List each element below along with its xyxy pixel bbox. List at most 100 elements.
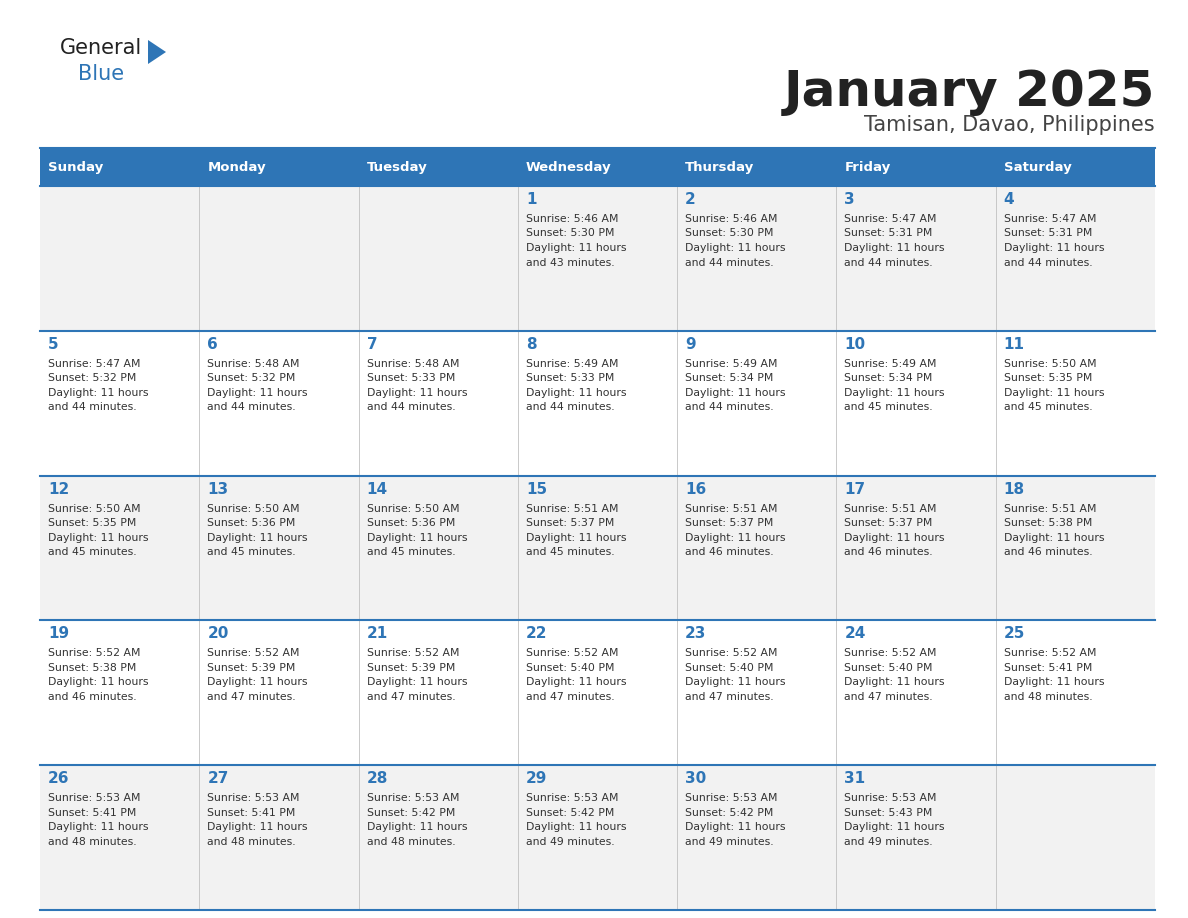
Bar — [996, 148, 1155, 186]
Text: Daylight: 11 hours: Daylight: 11 hours — [1004, 243, 1104, 253]
Text: Daylight: 11 hours: Daylight: 11 hours — [526, 243, 626, 253]
Text: Sunrise: 5:48 AM: Sunrise: 5:48 AM — [367, 359, 459, 369]
Text: Thursday: Thursday — [685, 161, 754, 174]
Text: Sunset: 5:41 PM: Sunset: 5:41 PM — [48, 808, 137, 818]
Text: 28: 28 — [367, 771, 388, 786]
Text: Sunset: 5:40 PM: Sunset: 5:40 PM — [526, 663, 614, 673]
Bar — [40, 621, 1155, 766]
Text: 24: 24 — [845, 626, 866, 642]
Text: and 47 minutes.: and 47 minutes. — [685, 692, 773, 702]
Text: and 44 minutes.: and 44 minutes. — [1004, 258, 1092, 267]
Text: 10: 10 — [845, 337, 866, 352]
Text: 22: 22 — [526, 626, 548, 642]
Text: Wednesday: Wednesday — [526, 161, 612, 174]
Text: Tamisan, Davao, Philippines: Tamisan, Davao, Philippines — [865, 115, 1155, 135]
Text: and 46 minutes.: and 46 minutes. — [48, 692, 137, 702]
Text: General: General — [61, 38, 143, 58]
Text: Sunrise: 5:53 AM: Sunrise: 5:53 AM — [526, 793, 619, 803]
Text: Sunset: 5:37 PM: Sunset: 5:37 PM — [845, 518, 933, 528]
Text: Sunrise: 5:49 AM: Sunrise: 5:49 AM — [845, 359, 937, 369]
Text: and 47 minutes.: and 47 minutes. — [845, 692, 933, 702]
Text: and 47 minutes.: and 47 minutes. — [526, 692, 614, 702]
Text: Daylight: 11 hours: Daylight: 11 hours — [48, 677, 148, 688]
Text: 18: 18 — [1004, 482, 1025, 497]
Text: Sunrise: 5:47 AM: Sunrise: 5:47 AM — [845, 214, 937, 224]
Text: and 48 minutes.: and 48 minutes. — [367, 836, 455, 846]
Text: 15: 15 — [526, 482, 546, 497]
Text: Sunset: 5:42 PM: Sunset: 5:42 PM — [526, 808, 614, 818]
Bar — [40, 766, 1155, 910]
Polygon shape — [148, 40, 166, 64]
Text: Sunrise: 5:51 AM: Sunrise: 5:51 AM — [1004, 504, 1097, 513]
Text: Sunset: 5:39 PM: Sunset: 5:39 PM — [207, 663, 296, 673]
Text: 31: 31 — [845, 771, 866, 786]
Text: 1: 1 — [526, 192, 536, 207]
Text: Sunrise: 5:52 AM: Sunrise: 5:52 AM — [526, 648, 619, 658]
Text: and 45 minutes.: and 45 minutes. — [845, 402, 933, 412]
Text: and 43 minutes.: and 43 minutes. — [526, 258, 614, 267]
Text: 13: 13 — [207, 482, 228, 497]
Text: 12: 12 — [48, 482, 69, 497]
Text: Sunrise: 5:53 AM: Sunrise: 5:53 AM — [367, 793, 459, 803]
Text: Sunrise: 5:53 AM: Sunrise: 5:53 AM — [685, 793, 778, 803]
Text: Sunday: Sunday — [48, 161, 103, 174]
Bar — [677, 148, 836, 186]
Text: Sunset: 5:37 PM: Sunset: 5:37 PM — [526, 518, 614, 528]
Text: 8: 8 — [526, 337, 537, 352]
Text: Sunrise: 5:52 AM: Sunrise: 5:52 AM — [207, 648, 299, 658]
Text: and 46 minutes.: and 46 minutes. — [845, 547, 933, 557]
Bar — [836, 148, 996, 186]
Text: 27: 27 — [207, 771, 228, 786]
Text: and 47 minutes.: and 47 minutes. — [367, 692, 455, 702]
Text: Sunset: 5:40 PM: Sunset: 5:40 PM — [845, 663, 933, 673]
Text: Daylight: 11 hours: Daylight: 11 hours — [367, 823, 467, 833]
Text: Sunset: 5:35 PM: Sunset: 5:35 PM — [1004, 374, 1092, 384]
Text: Sunrise: 5:52 AM: Sunrise: 5:52 AM — [367, 648, 459, 658]
Text: Sunrise: 5:50 AM: Sunrise: 5:50 AM — [367, 504, 460, 513]
Text: 29: 29 — [526, 771, 548, 786]
Text: Sunrise: 5:52 AM: Sunrise: 5:52 AM — [685, 648, 778, 658]
Text: Sunrise: 5:47 AM: Sunrise: 5:47 AM — [1004, 214, 1097, 224]
Text: Sunrise: 5:53 AM: Sunrise: 5:53 AM — [207, 793, 299, 803]
Text: and 45 minutes.: and 45 minutes. — [526, 547, 614, 557]
Text: 20: 20 — [207, 626, 228, 642]
Text: 3: 3 — [845, 192, 855, 207]
Text: Sunrise: 5:46 AM: Sunrise: 5:46 AM — [526, 214, 619, 224]
Text: Daylight: 11 hours: Daylight: 11 hours — [685, 532, 785, 543]
Text: Tuesday: Tuesday — [367, 161, 428, 174]
Text: and 49 minutes.: and 49 minutes. — [526, 836, 614, 846]
Text: Sunrise: 5:51 AM: Sunrise: 5:51 AM — [526, 504, 619, 513]
Text: Sunset: 5:36 PM: Sunset: 5:36 PM — [207, 518, 296, 528]
Text: Daylight: 11 hours: Daylight: 11 hours — [685, 387, 785, 397]
Bar — [359, 148, 518, 186]
Text: Sunrise: 5:52 AM: Sunrise: 5:52 AM — [48, 648, 140, 658]
Text: and 44 minutes.: and 44 minutes. — [207, 402, 296, 412]
Text: Monday: Monday — [207, 161, 266, 174]
Text: and 44 minutes.: and 44 minutes. — [685, 258, 773, 267]
Text: 17: 17 — [845, 482, 866, 497]
Text: Daylight: 11 hours: Daylight: 11 hours — [685, 677, 785, 688]
Text: 25: 25 — [1004, 626, 1025, 642]
Text: Daylight: 11 hours: Daylight: 11 hours — [367, 387, 467, 397]
Text: and 44 minutes.: and 44 minutes. — [845, 258, 933, 267]
Text: and 44 minutes.: and 44 minutes. — [367, 402, 455, 412]
Text: Sunset: 5:38 PM: Sunset: 5:38 PM — [1004, 518, 1092, 528]
Text: Sunset: 5:31 PM: Sunset: 5:31 PM — [1004, 229, 1092, 239]
Text: Daylight: 11 hours: Daylight: 11 hours — [367, 677, 467, 688]
Text: January 2025: January 2025 — [784, 68, 1155, 116]
Text: Daylight: 11 hours: Daylight: 11 hours — [1004, 532, 1104, 543]
Text: Daylight: 11 hours: Daylight: 11 hours — [1004, 387, 1104, 397]
Bar — [40, 476, 1155, 621]
Text: and 48 minutes.: and 48 minutes. — [48, 836, 137, 846]
Text: Sunrise: 5:51 AM: Sunrise: 5:51 AM — [845, 504, 937, 513]
Text: 23: 23 — [685, 626, 707, 642]
Text: Sunset: 5:35 PM: Sunset: 5:35 PM — [48, 518, 137, 528]
Text: Blue: Blue — [78, 64, 124, 84]
Text: Sunset: 5:30 PM: Sunset: 5:30 PM — [526, 229, 614, 239]
Text: and 44 minutes.: and 44 minutes. — [685, 402, 773, 412]
Text: Sunset: 5:42 PM: Sunset: 5:42 PM — [367, 808, 455, 818]
Text: Sunrise: 5:52 AM: Sunrise: 5:52 AM — [845, 648, 937, 658]
Text: and 45 minutes.: and 45 minutes. — [207, 547, 296, 557]
Text: Sunset: 5:32 PM: Sunset: 5:32 PM — [48, 374, 137, 384]
Text: Daylight: 11 hours: Daylight: 11 hours — [207, 532, 308, 543]
